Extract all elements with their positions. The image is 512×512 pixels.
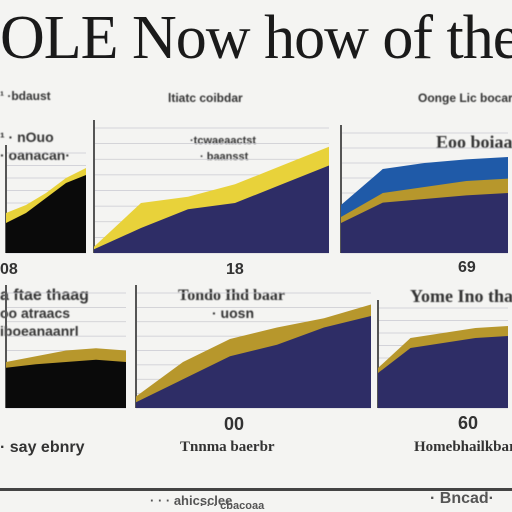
panel-4-header-line-2: oo atraacs [0, 305, 71, 321]
panel-6-header-line-1: Yome Ino thaw [410, 286, 512, 306]
series-2-area [136, 316, 371, 408]
chart-1-plot [5, 145, 86, 254]
panel-4-header-line-3: iboeanaanrl [0, 323, 79, 339]
panel-6-number: 60 [458, 413, 479, 433]
chart-4-plot [5, 285, 126, 409]
panel-4-footer: · say ebnry [0, 439, 85, 456]
footer-right-text: · Bncad· [430, 490, 494, 507]
page-title: OLE Now how of the how [0, 4, 512, 72]
chart-5-plot [135, 285, 371, 409]
panel-5-footer: Tnnma baerbr [180, 439, 275, 455]
panel-1-footer: 08 [0, 261, 18, 278]
panel-2-header-line-2: ·tcwaeaactst [190, 135, 257, 147]
chart-panel-6 [372, 300, 512, 410]
panel-3-header-line-2: Eoo boiaaa [436, 132, 512, 152]
panel-3-footer: 69 [458, 259, 476, 276]
footer-left-text: · · · ahicsclee [150, 493, 233, 508]
chart-3-plot [340, 125, 508, 254]
series-2-area [6, 175, 86, 253]
panel-5-header-line-2: · uosn [212, 305, 254, 321]
series-3-area [341, 193, 508, 253]
panel-4-header-line-1: a ftae thaag [0, 287, 89, 304]
panel-1-header-line-2: ¹ · nOuo [0, 129, 54, 145]
panel-1-header-line-3: · oanacan· [0, 147, 71, 163]
panel-5-header-line-1: Tondo Ihd baar [178, 287, 286, 304]
chart-panel-5 [130, 285, 375, 410]
chart-6-plot [377, 300, 508, 409]
chart-2-plot [93, 120, 329, 254]
chart-panel-2 [88, 120, 333, 255]
panel-2-header-line-1: ltiatc coibdar [168, 91, 243, 105]
footer-mid-text: · · · cbacoaa [200, 500, 265, 512]
panel-5-number: 00 [224, 414, 245, 434]
chart-panel-4 [0, 285, 130, 410]
panel-1-header-line-1: ¹ ·bdaust [0, 89, 51, 103]
panel-2-header-line-3: · baansst [200, 151, 249, 163]
panel-3-header-line-1: Oonge Lic bocar [418, 91, 512, 105]
series-2-area [378, 336, 508, 408]
footer-divider [0, 488, 512, 491]
chart-panel-3 [335, 125, 512, 255]
series-2-area [6, 359, 126, 408]
chart-panel-1 [0, 145, 90, 255]
series-2-area [94, 165, 329, 253]
panel-6-footer: Homebhailkbar [414, 439, 512, 455]
panel-2-footer: 18 [226, 261, 244, 278]
